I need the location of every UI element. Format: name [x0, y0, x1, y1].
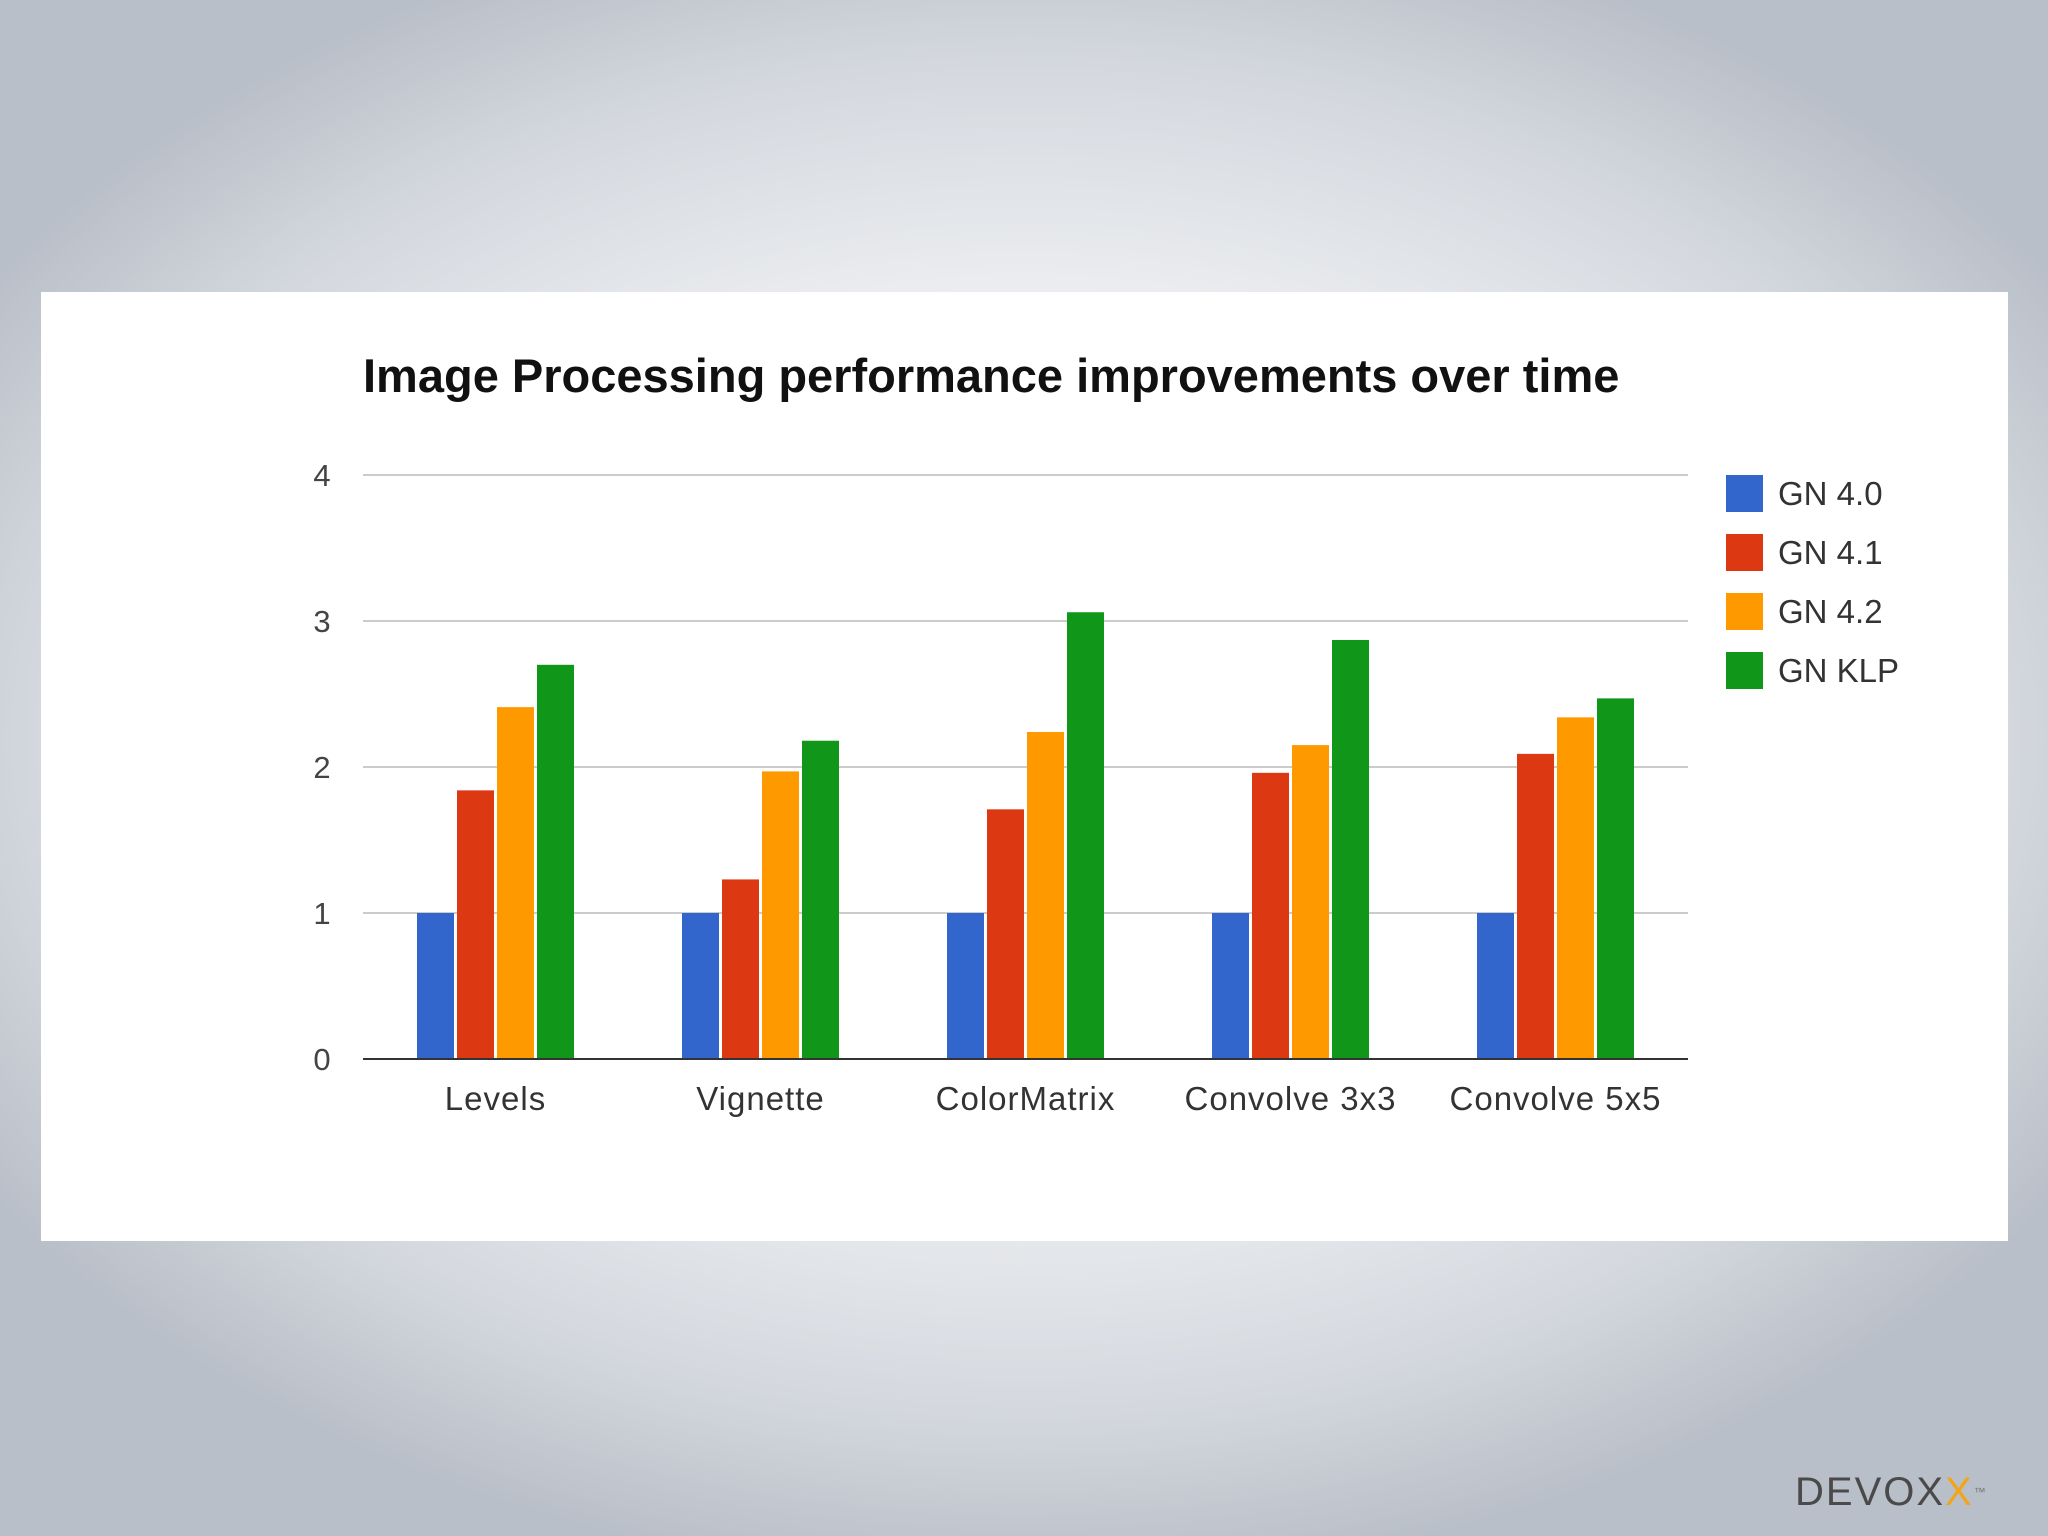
x-tick-label: Levels [445, 1080, 546, 1117]
legend-label: GN KLP [1778, 652, 1899, 689]
legend-swatch [1726, 475, 1763, 512]
x-axis-labels: Levels Vignette ColorMatrix Convolve 3x3 Con… [445, 1080, 1662, 1117]
x-tick-label: Vignette [696, 1080, 825, 1117]
y-tick-label: 0 [313, 1042, 330, 1077]
legend-swatch [1726, 593, 1763, 630]
bar [537, 664, 574, 1059]
legend-label: GN 4.0 [1778, 475, 1883, 512]
y-axis-ticks: 0 1 2 3 4 [313, 458, 330, 1077]
bar-chart: Image Processing performance improvement… [313, 349, 1899, 1117]
legend-swatch [1726, 652, 1763, 689]
bar [1477, 913, 1514, 1059]
y-tick-label: 2 [313, 750, 330, 785]
slide-panel: Image Processing performance improvement… [41, 292, 2008, 1241]
bar [457, 790, 494, 1059]
chart-title: Image Processing performance improvement… [363, 349, 1619, 402]
x-tick-label: Convolve 3x3 [1185, 1080, 1397, 1117]
legend-label: GN 4.1 [1778, 534, 1883, 571]
bar [1332, 639, 1369, 1059]
bars [417, 612, 1634, 1059]
y-tick-label: 1 [313, 896, 330, 931]
bar [1597, 698, 1634, 1059]
y-tick-label: 3 [313, 604, 330, 639]
x-tick-label: Convolve 5x5 [1450, 1080, 1662, 1117]
bar [497, 707, 534, 1059]
bar [762, 771, 799, 1059]
legend-label: GN 4.2 [1778, 593, 1883, 630]
bar [987, 809, 1024, 1059]
x-tick-label: ColorMatrix [936, 1080, 1116, 1117]
bar [1517, 753, 1554, 1059]
gridlines [363, 474, 1688, 914]
bar [1212, 913, 1249, 1059]
bar [722, 879, 759, 1059]
bar [1557, 717, 1594, 1059]
bar [802, 740, 839, 1059]
devoxx-logo: DEVOXX™ [1795, 1470, 1988, 1514]
bar [1292, 745, 1329, 1059]
logo-text: DEVOX [1795, 1470, 1946, 1514]
logo-accent: X [1945, 1470, 1974, 1514]
bar [1067, 612, 1104, 1059]
legend: GN 4.0 GN 4.1 GN 4.2 GN KLP [1726, 475, 1899, 689]
bar [1027, 731, 1064, 1059]
legend-swatch [1726, 534, 1763, 571]
logo-trademark: ™ [1973, 1485, 1988, 1499]
bar [947, 913, 984, 1059]
bar [417, 913, 454, 1059]
bar [1252, 772, 1289, 1059]
y-tick-label: 4 [313, 458, 330, 493]
bar [682, 913, 719, 1059]
